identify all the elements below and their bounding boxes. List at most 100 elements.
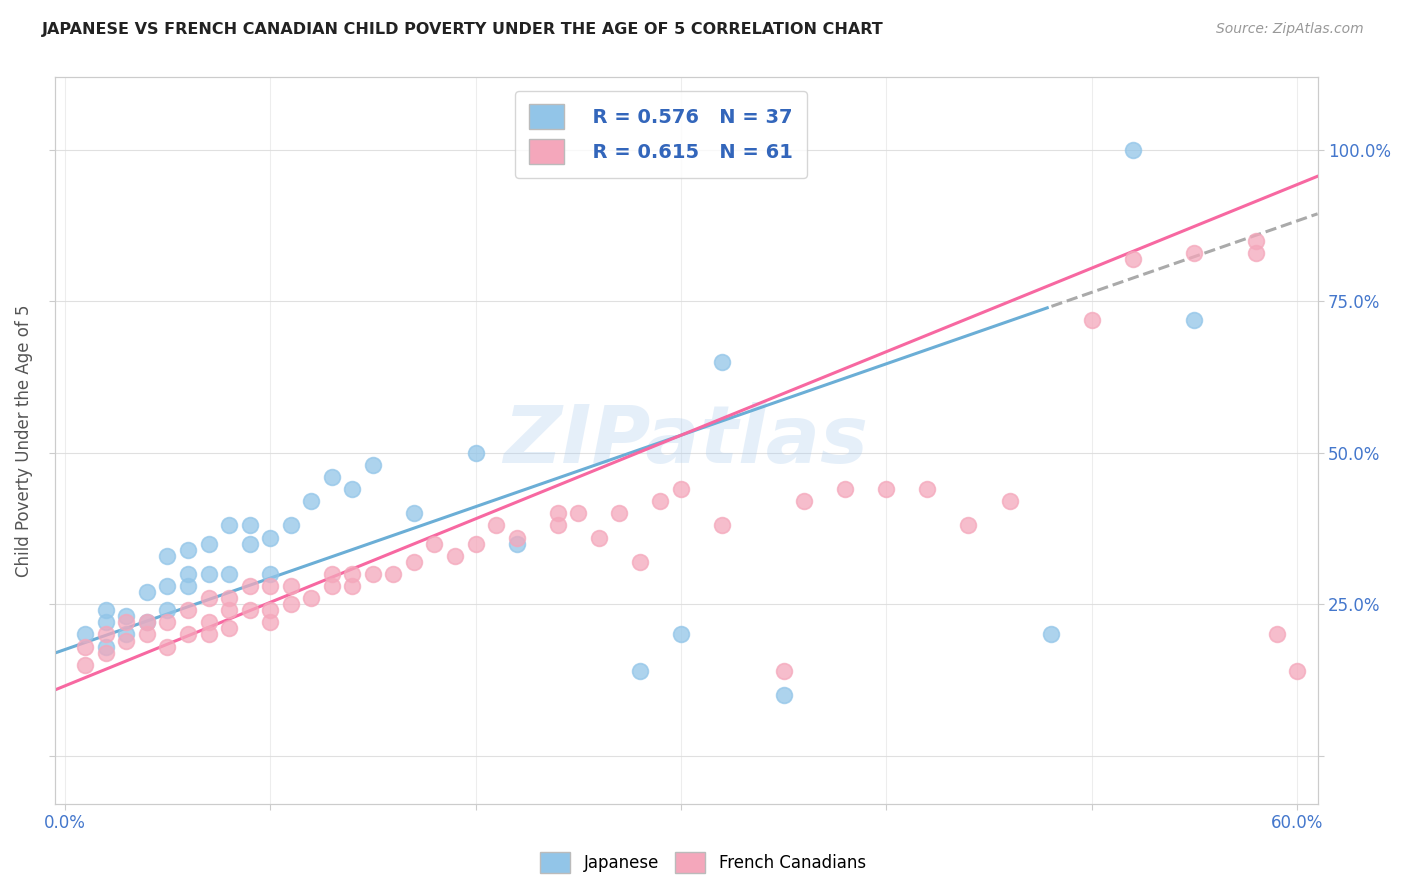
- Point: [177, 542, 200, 557]
- Point: [485, 518, 508, 533]
- Point: [547, 507, 569, 521]
- Point: [177, 627, 200, 641]
- Point: [218, 603, 240, 617]
- Text: Source: ZipAtlas.com: Source: ZipAtlas.com: [1216, 22, 1364, 37]
- Point: [321, 566, 343, 581]
- Point: [464, 446, 486, 460]
- Point: [239, 518, 262, 533]
- Point: [464, 536, 486, 550]
- Point: [197, 566, 219, 581]
- Point: [94, 640, 117, 654]
- Point: [280, 518, 302, 533]
- Point: [793, 494, 815, 508]
- Point: [402, 555, 425, 569]
- Point: [361, 458, 384, 472]
- Point: [197, 591, 219, 606]
- Point: [402, 507, 425, 521]
- Point: [239, 603, 262, 617]
- Point: [505, 531, 527, 545]
- Legend: Japanese, French Canadians: Japanese, French Canadians: [533, 846, 873, 880]
- Point: [156, 640, 179, 654]
- Point: [115, 633, 138, 648]
- Point: [957, 518, 980, 533]
- Point: [505, 536, 527, 550]
- Point: [321, 579, 343, 593]
- Point: [423, 536, 446, 550]
- Point: [669, 482, 692, 496]
- Point: [259, 579, 281, 593]
- Point: [321, 470, 343, 484]
- Point: [136, 615, 159, 630]
- Point: [1080, 312, 1102, 326]
- Point: [1182, 246, 1205, 260]
- Point: [136, 615, 159, 630]
- Y-axis label: Child Poverty Under the Age of 5: Child Poverty Under the Age of 5: [15, 304, 32, 577]
- Point: [1265, 627, 1288, 641]
- Point: [136, 627, 159, 641]
- Point: [1244, 246, 1267, 260]
- Point: [197, 627, 219, 641]
- Point: [711, 518, 734, 533]
- Point: [115, 609, 138, 624]
- Point: [218, 566, 240, 581]
- Point: [75, 627, 97, 641]
- Point: [75, 640, 97, 654]
- Point: [382, 566, 405, 581]
- Point: [299, 494, 322, 508]
- Point: [1122, 252, 1144, 266]
- Point: [1122, 143, 1144, 157]
- Point: [299, 591, 322, 606]
- Point: [342, 482, 364, 496]
- Text: ZIPatlas: ZIPatlas: [503, 401, 869, 480]
- Point: [444, 549, 467, 563]
- Point: [567, 507, 589, 521]
- Point: [259, 531, 281, 545]
- Point: [218, 591, 240, 606]
- Point: [197, 536, 219, 550]
- Point: [94, 627, 117, 641]
- Point: [94, 646, 117, 660]
- Point: [1039, 627, 1062, 641]
- Point: [259, 603, 281, 617]
- Point: [280, 579, 302, 593]
- Point: [136, 585, 159, 599]
- Point: [115, 627, 138, 641]
- Point: [1286, 664, 1309, 678]
- Point: [94, 615, 117, 630]
- Point: [342, 566, 364, 581]
- Point: [259, 615, 281, 630]
- Point: [342, 579, 364, 593]
- Point: [998, 494, 1021, 508]
- Point: [1244, 234, 1267, 248]
- Point: [239, 536, 262, 550]
- Point: [218, 518, 240, 533]
- Point: [547, 518, 569, 533]
- Point: [156, 549, 179, 563]
- Point: [917, 482, 939, 496]
- Point: [177, 579, 200, 593]
- Point: [588, 531, 610, 545]
- Point: [361, 566, 384, 581]
- Point: [875, 482, 897, 496]
- Point: [711, 355, 734, 369]
- Point: [156, 579, 179, 593]
- Point: [177, 566, 200, 581]
- Point: [772, 664, 794, 678]
- Point: [259, 566, 281, 581]
- Point: [156, 615, 179, 630]
- Text: JAPANESE VS FRENCH CANADIAN CHILD POVERTY UNDER THE AGE OF 5 CORRELATION CHART: JAPANESE VS FRENCH CANADIAN CHILD POVERT…: [42, 22, 884, 37]
- Point: [772, 688, 794, 702]
- Point: [1182, 312, 1205, 326]
- Point: [94, 603, 117, 617]
- Point: [177, 603, 200, 617]
- Point: [628, 664, 651, 678]
- Point: [669, 627, 692, 641]
- Point: [650, 494, 672, 508]
- Point: [628, 555, 651, 569]
- Point: [75, 657, 97, 672]
- Legend:   R = 0.576   N = 37,   R = 0.615   N = 61: R = 0.576 N = 37, R = 0.615 N = 61: [515, 91, 807, 178]
- Point: [239, 579, 262, 593]
- Point: [197, 615, 219, 630]
- Point: [280, 597, 302, 611]
- Point: [834, 482, 856, 496]
